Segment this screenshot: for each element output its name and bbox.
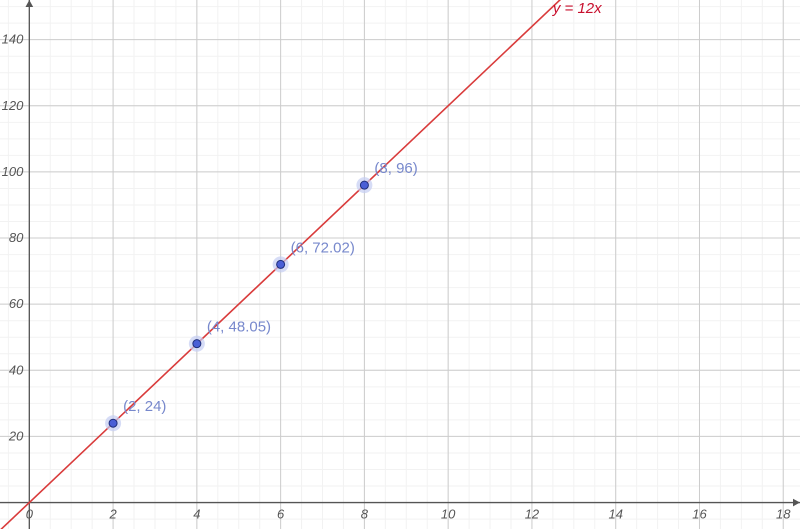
x-tick-label: 8 bbox=[361, 507, 369, 522]
plot-background bbox=[0, 0, 800, 529]
y-tick-label: 120 bbox=[2, 98, 24, 113]
y-tick-label: 20 bbox=[8, 428, 24, 443]
x-tick-label: 16 bbox=[692, 507, 707, 522]
point-label: (8, 96) bbox=[374, 160, 417, 177]
x-tick-label: 10 bbox=[441, 507, 456, 522]
y-tick-label: 140 bbox=[2, 32, 24, 47]
point-marker bbox=[193, 340, 201, 348]
x-tick-label: 0 bbox=[26, 507, 34, 522]
y-tick-label: 60 bbox=[9, 296, 24, 311]
line-chart: 0 2 4 6 8 10 12 14 16 18 20 40 60 80 100 120 140 y = 12x (… bbox=[0, 0, 800, 529]
point-label: (2, 24) bbox=[123, 398, 166, 415]
point-label: (6, 72.02) bbox=[291, 239, 355, 256]
y-tick-label: 100 bbox=[2, 164, 24, 179]
point-marker bbox=[360, 181, 368, 189]
x-tick-label: 6 bbox=[277, 507, 285, 522]
x-tick-label: 4 bbox=[193, 507, 200, 522]
point-marker bbox=[277, 260, 285, 268]
x-tick-label: 2 bbox=[108, 507, 117, 522]
x-tick-label: 12 bbox=[525, 507, 540, 522]
x-tick-label: 18 bbox=[776, 507, 791, 522]
x-tick-label: 14 bbox=[608, 507, 622, 522]
point-marker bbox=[109, 419, 117, 427]
y-tick-label: 40 bbox=[9, 362, 24, 377]
point-label: (4, 48.05) bbox=[207, 319, 271, 336]
line-equation-label: y = 12x bbox=[552, 0, 602, 17]
y-tick-label: 80 bbox=[9, 230, 24, 245]
